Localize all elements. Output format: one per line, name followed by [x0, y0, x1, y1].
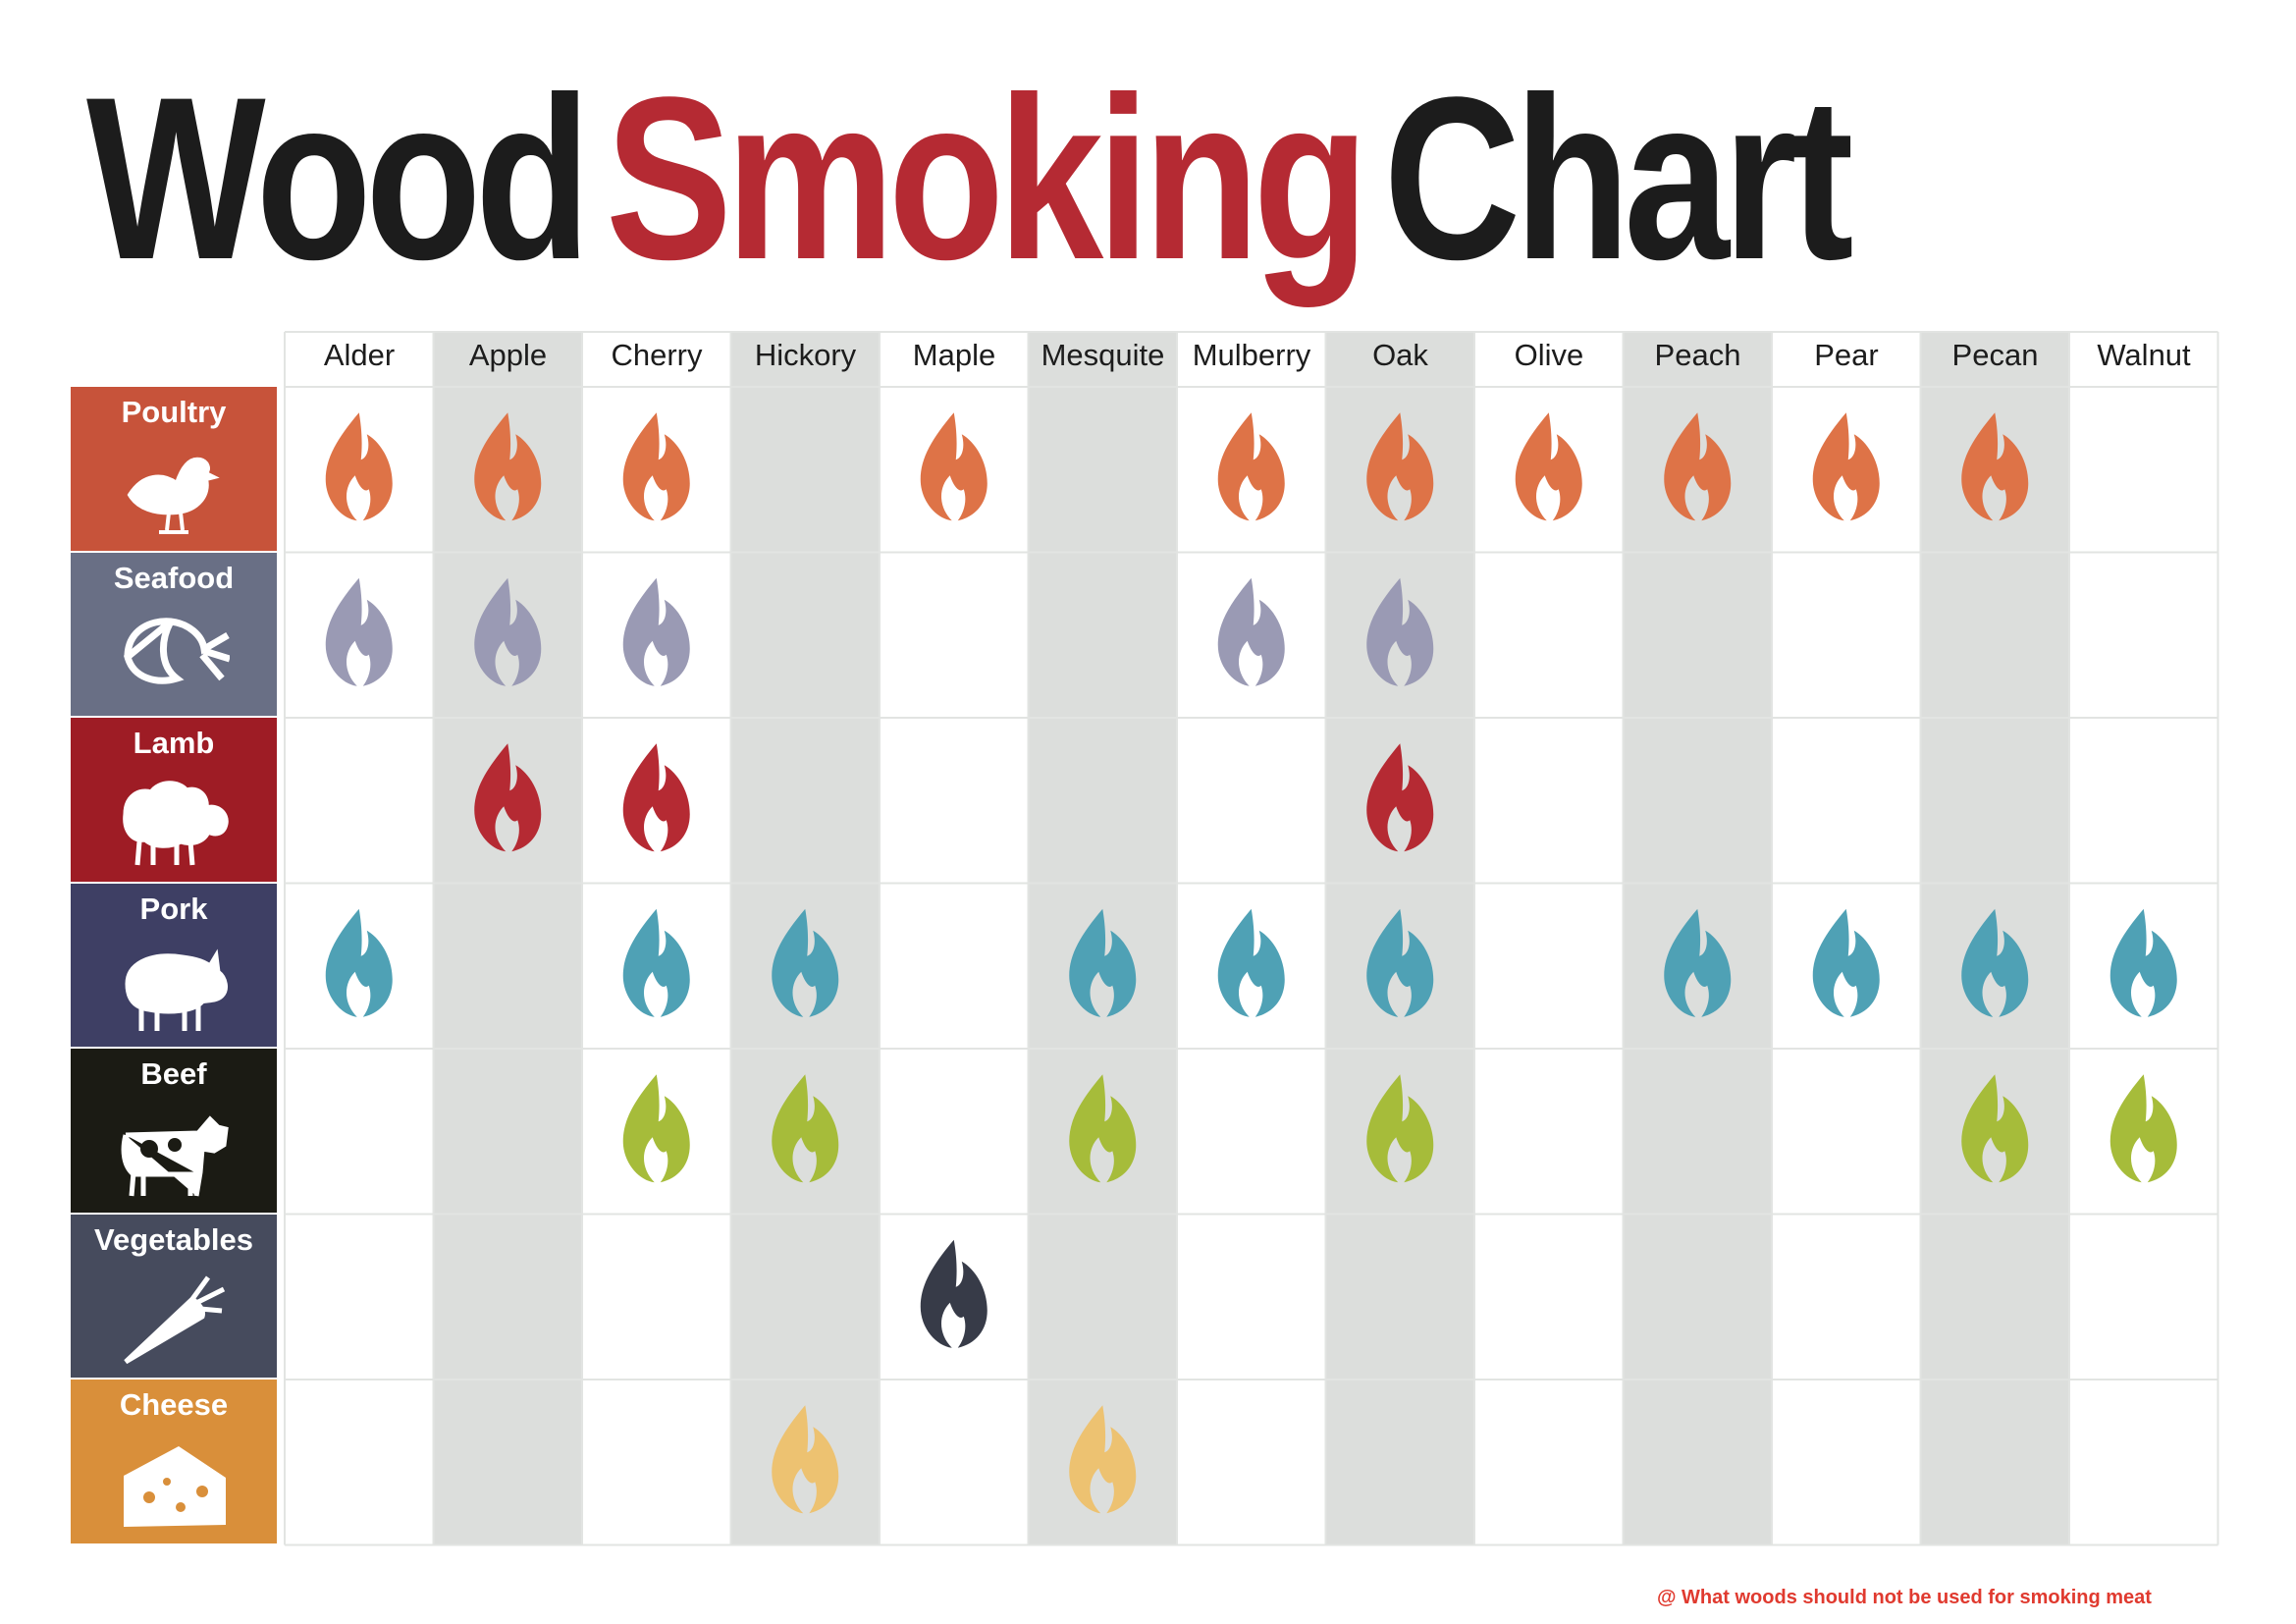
flame-seafood-alder: [325, 577, 393, 686]
row-header-beef: Beef: [71, 1049, 277, 1213]
flame-pork-oak: [1366, 908, 1434, 1017]
cheese-icon: [124, 1446, 226, 1527]
shrimp-icon: [124, 617, 230, 684]
col-header-pear: Pear: [1814, 338, 1879, 372]
flame-cheese-mesquite: [1069, 1405, 1137, 1514]
flame-poultry-pecan: [1961, 412, 2029, 521]
col-header-peach: Peach: [1654, 338, 1741, 372]
col-header-olive: Olive: [1514, 338, 1584, 372]
flame-lamb-cherry: [622, 743, 690, 852]
flame-seafood-cherry: [622, 577, 690, 686]
flame-pork-peach: [1664, 908, 1732, 1017]
chicken-icon: [127, 457, 220, 534]
chart-title: WoodSmokingChart: [86, 61, 1868, 297]
flame-vegetables-maple: [920, 1239, 988, 1348]
flame-poultry-alder: [325, 412, 393, 521]
row-header-lamb: Lamb: [71, 718, 277, 882]
flame-beef-walnut: [2109, 1074, 2177, 1183]
flame-pork-hickory: [772, 908, 839, 1017]
flame-pork-mulberry: [1217, 908, 1285, 1017]
flame-seafood-oak: [1366, 577, 1434, 686]
sheep-icon: [123, 781, 229, 866]
col-header-pecan: Pecan: [1951, 338, 2039, 372]
pig-icon: [125, 948, 228, 1031]
flame-poultry-maple: [920, 412, 988, 521]
col-header-maple: Maple: [912, 338, 996, 372]
row-header-poultry: Poultry: [71, 387, 277, 551]
flame-pork-cherry: [622, 908, 690, 1017]
flame-seafood-apple: [474, 577, 542, 686]
row-label-lamb: Lamb: [133, 726, 215, 760]
flame-poultry-oak: [1366, 412, 1434, 521]
flame-pork-pecan: [1961, 908, 2029, 1017]
row-label-beef: Beef: [140, 1056, 207, 1091]
flame-beef-pecan: [1961, 1074, 2029, 1183]
row-header-pork: Pork: [71, 883, 277, 1047]
col-header-mesquite: Mesquite: [1041, 338, 1165, 372]
flame-poultry-peach: [1664, 412, 1732, 521]
flame-seafood-mulberry: [1217, 577, 1285, 686]
col-header-alder: Alder: [323, 338, 396, 372]
flame-pork-walnut: [2109, 908, 2177, 1017]
row-header-vegetables: Vegetables: [71, 1214, 277, 1378]
flame-pork-mesquite: [1069, 908, 1137, 1017]
row-label-pork: Pork: [139, 891, 208, 926]
col-header-mulberry: Mulberry: [1192, 338, 1311, 372]
flame-poultry-apple: [474, 412, 542, 521]
shade-col-apple: [433, 332, 582, 1545]
col-header-hickory: Hickory: [754, 338, 857, 372]
title-word-smoking: Smoking: [605, 49, 1369, 308]
flame-poultry-cherry: [622, 412, 690, 521]
col-header-walnut: Walnut: [2097, 338, 2191, 372]
flame-poultry-mulberry: [1217, 412, 1285, 521]
image-caption: @ What woods should not be used for smok…: [1657, 1587, 2152, 1608]
row-label-poultry: Poultry: [121, 395, 227, 429]
flame-beef-mesquite: [1069, 1074, 1137, 1183]
col-header-apple: Apple: [468, 338, 548, 372]
flame-beef-hickory: [772, 1074, 839, 1183]
flame-pork-alder: [325, 908, 393, 1017]
flame-lamb-oak: [1366, 743, 1434, 852]
flame-beef-oak: [1366, 1074, 1434, 1183]
carrot-icon: [124, 1275, 226, 1364]
flame-pork-pear: [1812, 908, 1880, 1017]
flame-poultry-olive: [1515, 412, 1582, 521]
row-label-seafood: Seafood: [113, 560, 235, 595]
row-header-seafood: Seafood: [71, 552, 277, 716]
row-label-vegetables: Vegetables: [94, 1221, 253, 1257]
cow-icon: [121, 1115, 229, 1197]
row-label-cheese: Cheese: [119, 1387, 229, 1422]
row-header-cheese: Cheese: [71, 1380, 277, 1543]
flame-beef-cherry: [622, 1074, 690, 1183]
flame-lamb-apple: [474, 743, 542, 852]
col-header-cherry: Cherry: [611, 338, 703, 372]
col-header-oak: Oak: [1372, 338, 1428, 372]
title-word-chart: Chart: [1383, 49, 1853, 308]
title-word-wood: Wood: [86, 49, 591, 308]
flame-cheese-hickory: [772, 1405, 839, 1514]
flame-poultry-pear: [1812, 412, 1880, 521]
